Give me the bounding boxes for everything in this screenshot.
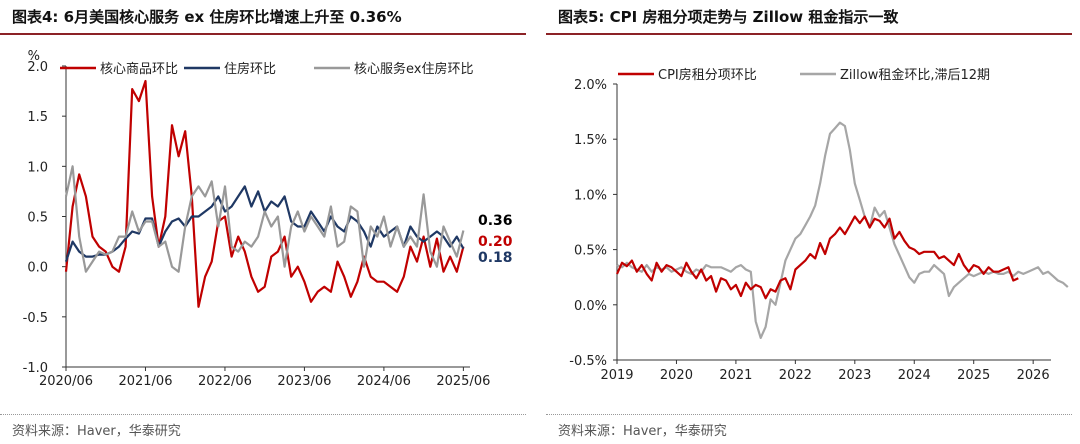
end-value-label: 0.36 [478,213,513,229]
series-line-0 [66,81,463,307]
x-tick-label: 2020 [660,368,693,383]
source-note: 资料来源：Haver，华泰研究 [558,420,727,439]
series-line-2 [66,166,463,271]
x-tick-label: 2024/06 [357,374,411,389]
legend-label: Zillow租金环比,滞后12期 [840,67,990,83]
y-tick-label: -0.5 [23,311,48,326]
legend-label: 住房环比 [224,61,276,77]
end-value-label: 0.18 [478,250,513,266]
source-divider [546,414,1072,415]
legend-label: 核心商品环比 [100,62,178,77]
source-divider [0,414,526,415]
x-tick-label: 2023/06 [277,374,331,389]
y-tick-label: 0.0 [27,261,48,276]
x-tick-label: 2021 [719,368,752,383]
title-divider [546,33,1072,35]
chart-right: -0.5% 0.0% 0.5% 1.0% 1.5% 2.0% 2019 2020 2021 202… [546,36,1072,396]
x-tick-label: 2023 [838,368,871,383]
y-tick-label: 1.0% [574,188,607,203]
x-tick-label: 2024 [898,368,931,383]
title-divider [0,33,526,35]
legend-label: CPI房租分项环比 [658,67,757,83]
y-tick-label: 1.5 [27,110,48,125]
x-tick-label: 2020/06 [39,374,93,389]
x-tick-label: 2026 [1017,368,1050,383]
x-tick-label: 2021/06 [118,374,172,389]
chart-title: 图表4: 6月美国核心服务 ex 住房环比增速上升至 0.36% [12,6,402,27]
y-tick-label: 1.5% [574,133,607,148]
y-tick-label: 2.0% [574,78,607,93]
y-tick-label: 1.0 [27,160,48,175]
series-line-0 [617,217,1018,299]
chart-panel-right: 图表5: CPI 房租分项走势与 Zillow 租金指示一致 -0.5% 0.0%… [546,0,1072,444]
end-value-label: 0.20 [478,234,513,250]
y-tick-label: 2.0 [27,60,48,75]
y-tick-label: 0.5% [574,244,607,259]
y-tick-label: 0.5 [27,211,48,226]
x-tick-label: 2025/06 [436,374,490,389]
x-tick-label: 2022 [779,368,812,383]
x-tick-label: 2019 [600,368,633,383]
chart-panel-left: 图表4: 6月美国核心服务 ex 住房环比增速上升至 0.36% % -1.0 -0… [0,0,526,444]
x-tick-label: 2022/06 [198,374,252,389]
y-tick-label: -0.5% [569,354,607,369]
chart-title: 图表5: CPI 房租分项走势与 Zillow 租金指示一致 [558,6,898,27]
y-tick-label: 0.0% [574,299,607,314]
legend-label: 核心服务ex住房环比 [354,61,473,77]
x-tick-label: 2025 [957,368,990,383]
source-note: 资料来源：Haver，华泰研究 [12,420,181,439]
